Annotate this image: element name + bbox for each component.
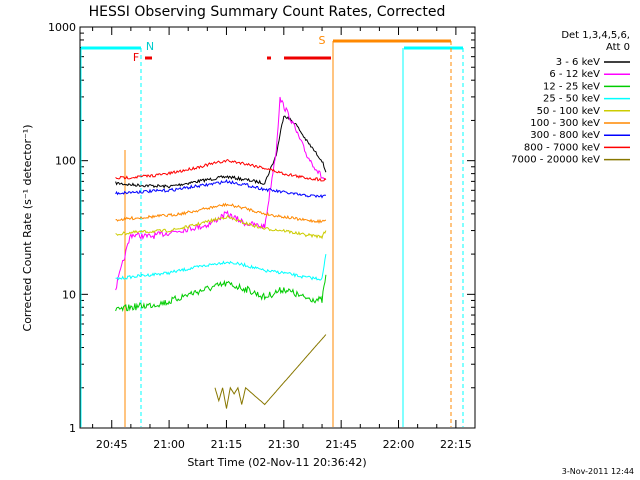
x-tick-label: 21:15 — [211, 438, 243, 451]
y-tick-label: 100 — [55, 155, 76, 168]
legend-label: 3 - 6 keV — [556, 57, 600, 68]
y-axis-label: Corrected Count Rate (s⁻¹ detector⁻¹) — [21, 125, 34, 332]
series-line — [115, 115, 327, 189]
series-line — [115, 274, 327, 313]
legend-detector-label: Det 1,3,4,5,6, — [561, 30, 630, 41]
series-line — [115, 159, 327, 182]
legend-label: 12 - 25 keV — [543, 81, 600, 92]
flag-label-s: S — [319, 34, 326, 47]
series-line — [115, 254, 327, 281]
series-line — [115, 202, 327, 225]
date-stamp: 3-Nov-2011 12:44 — [562, 467, 634, 476]
series-line — [214, 334, 327, 409]
flag-bars — [80, 39, 464, 427]
flag-label-n: N — [146, 40, 154, 53]
chart-title: HESSI Observing Summary Count Rates, Cor… — [89, 4, 446, 20]
x-axis-label: Start Time (02-Nov-11 20:36:42) — [187, 456, 366, 469]
x-tick-label: 21:30 — [268, 438, 300, 451]
legend-label: 300 - 800 keV — [530, 130, 600, 141]
series-line — [115, 214, 327, 240]
y-tick-label: 10 — [62, 288, 76, 301]
x-tick-label: 22:00 — [383, 438, 415, 451]
legend-label: 50 - 100 keV — [537, 106, 601, 117]
legend-label: 800 - 7000 keV — [524, 142, 600, 153]
x-tick-label: 20:45 — [96, 438, 128, 451]
x-tick-label: 22:15 — [440, 438, 472, 451]
y-tick-label: 1000 — [48, 21, 76, 34]
plot-frame — [79, 26, 476, 429]
legend-attenuator-label: Att 0 — [606, 42, 630, 53]
series-lines — [115, 96, 327, 409]
legend-label: 6 - 12 keV — [549, 69, 600, 80]
flag-label-f: F — [133, 51, 139, 64]
legend-label: 100 - 300 keV — [530, 118, 600, 129]
x-tick-label: 21:00 — [153, 438, 185, 451]
series-line — [115, 178, 327, 199]
series-line — [115, 96, 327, 291]
axis-ticks: 20:45 21:00 21:15 21:30 21:45 22:00 22:15 1 10 10… — [48, 21, 475, 451]
legend-label: 25 - 50 keV — [543, 94, 600, 105]
y-tick-label: 1 — [69, 422, 76, 435]
legend-label: 7000 - 20000 keV — [511, 155, 600, 166]
x-tick-label: 21:45 — [325, 438, 357, 451]
